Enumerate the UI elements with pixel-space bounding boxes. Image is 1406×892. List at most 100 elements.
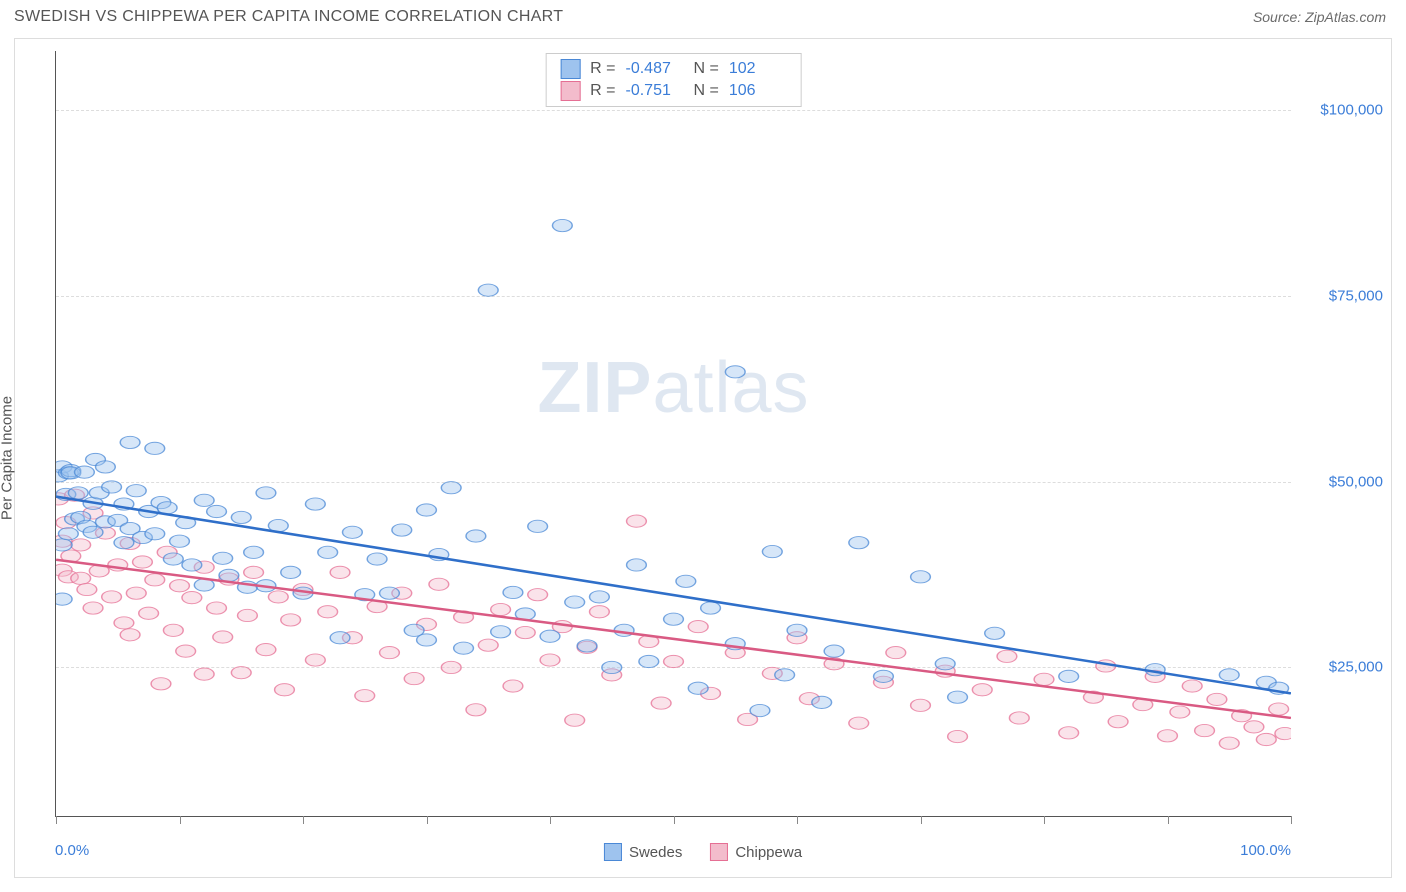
data-point-swedes xyxy=(688,682,708,694)
data-point-chippewa xyxy=(1256,733,1276,745)
data-point-chippewa xyxy=(163,624,183,636)
data-point-swedes xyxy=(602,661,622,673)
data-point-swedes xyxy=(75,466,95,478)
data-point-chippewa xyxy=(627,515,647,527)
stats-row-chippewa: R =-0.751N =106 xyxy=(560,80,787,102)
data-point-swedes xyxy=(343,526,363,538)
y-tick-label: $75,000 xyxy=(1329,288,1383,305)
x-tick xyxy=(797,816,798,824)
data-point-swedes xyxy=(56,539,72,551)
data-point-chippewa xyxy=(275,684,295,696)
scatter-plot-svg xyxy=(56,51,1291,816)
data-point-chippewa xyxy=(997,650,1017,662)
data-point-chippewa xyxy=(380,646,400,658)
data-point-chippewa xyxy=(176,645,196,657)
data-point-chippewa xyxy=(83,602,103,614)
data-point-chippewa xyxy=(194,668,214,680)
data-point-swedes xyxy=(256,487,276,499)
x-axis-min-label: 0.0% xyxy=(55,842,89,859)
data-point-chippewa xyxy=(355,690,375,702)
data-point-chippewa xyxy=(114,617,134,629)
data-point-chippewa xyxy=(565,714,585,726)
data-point-chippewa xyxy=(478,639,498,651)
data-point-swedes xyxy=(83,526,103,538)
data-point-chippewa xyxy=(182,592,202,604)
data-point-chippewa xyxy=(911,699,931,711)
data-point-chippewa xyxy=(207,602,227,614)
legend-item-chippewa[interactable]: Chippewa xyxy=(710,843,802,861)
data-point-swedes xyxy=(701,602,721,614)
data-point-chippewa xyxy=(238,609,258,621)
data-point-chippewa xyxy=(231,667,251,679)
x-tick xyxy=(180,816,181,824)
data-point-chippewa xyxy=(849,717,869,729)
data-point-chippewa xyxy=(256,644,276,656)
stats-n-label: N = xyxy=(694,82,719,100)
data-point-swedes xyxy=(478,284,498,296)
data-point-swedes xyxy=(56,593,72,605)
stats-n-value-swedes: 102 xyxy=(729,60,787,78)
data-point-swedes xyxy=(775,669,795,681)
data-point-swedes xyxy=(102,481,122,493)
data-point-chippewa xyxy=(1034,673,1054,685)
data-point-chippewa xyxy=(305,654,325,666)
data-point-swedes xyxy=(219,569,239,581)
data-point-swedes xyxy=(627,559,647,571)
data-point-chippewa xyxy=(170,580,190,592)
source-attribution: Source: ZipAtlas.com xyxy=(1253,9,1386,25)
data-point-swedes xyxy=(367,553,387,565)
plot-area: ZIPatlas R =-0.487N =102R =-0.751N =106 … xyxy=(55,51,1291,817)
data-point-chippewa xyxy=(972,684,992,696)
stats-swatch-chippewa xyxy=(560,81,580,101)
data-point-chippewa xyxy=(1219,737,1239,749)
data-point-swedes xyxy=(540,630,560,642)
data-point-swedes xyxy=(417,634,437,646)
data-point-swedes xyxy=(194,494,214,506)
stats-r-label: R = xyxy=(590,82,615,100)
data-point-swedes xyxy=(58,528,78,540)
x-axis-max-label: 100.0% xyxy=(1240,842,1291,859)
legend-item-swedes[interactable]: Swedes xyxy=(604,843,682,861)
data-point-swedes xyxy=(725,366,745,378)
data-point-chippewa xyxy=(120,629,140,641)
data-point-chippewa xyxy=(268,591,288,603)
data-point-chippewa xyxy=(590,606,610,618)
chart-title: SWEDISH VS CHIPPEWA PER CAPITA INCOME CO… xyxy=(14,8,563,26)
correlation-stats-box: R =-0.487N =102R =-0.751N =106 xyxy=(545,53,802,107)
data-point-swedes xyxy=(305,498,325,510)
y-tick-label: $100,000 xyxy=(1320,102,1383,119)
data-point-swedes xyxy=(1059,670,1079,682)
data-point-chippewa xyxy=(528,589,548,601)
data-point-swedes xyxy=(466,530,486,542)
data-point-chippewa xyxy=(886,646,906,658)
data-point-chippewa xyxy=(429,578,449,590)
x-tick xyxy=(674,816,675,824)
data-point-chippewa xyxy=(244,566,264,578)
data-point-chippewa xyxy=(213,631,233,643)
data-point-chippewa xyxy=(151,678,171,690)
data-point-chippewa xyxy=(1195,724,1215,736)
data-point-chippewa xyxy=(1269,703,1289,715)
data-point-chippewa xyxy=(404,672,424,684)
data-point-chippewa xyxy=(102,591,122,603)
bottom-legend: Swedes Chippewa xyxy=(604,843,802,861)
x-tick xyxy=(550,816,551,824)
y-tick-label: $50,000 xyxy=(1329,473,1383,490)
data-point-chippewa xyxy=(651,697,671,709)
y-tick-label: $25,000 xyxy=(1329,659,1383,676)
data-point-chippewa xyxy=(1207,693,1227,705)
data-point-chippewa xyxy=(139,607,159,619)
data-point-chippewa xyxy=(71,572,91,584)
data-point-swedes xyxy=(985,627,1005,639)
stats-r-value-chippewa: -0.751 xyxy=(626,82,684,100)
data-point-chippewa xyxy=(515,626,535,638)
data-point-swedes xyxy=(762,545,782,557)
data-point-swedes xyxy=(392,524,412,536)
data-point-swedes xyxy=(874,670,894,682)
stats-swatch-swedes xyxy=(560,59,580,79)
data-point-swedes xyxy=(948,691,968,703)
data-point-swedes xyxy=(503,586,523,598)
data-point-swedes xyxy=(145,528,165,540)
data-point-chippewa xyxy=(1244,721,1264,733)
data-point-chippewa xyxy=(330,566,350,578)
